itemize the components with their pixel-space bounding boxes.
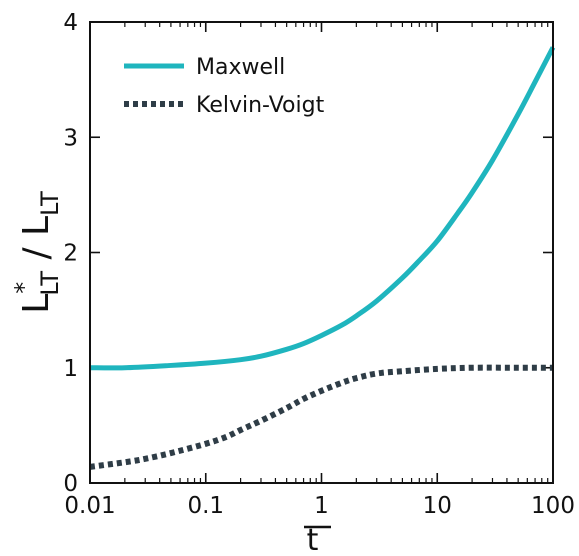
y-axis-label: L*LT / LLT [10,191,64,314]
y-tick-label: 2 [63,241,78,267]
x-axis-label: t [307,523,319,556]
x-tick-label: 0.01 [64,493,115,519]
y-axis-label-part: LT [36,271,64,296]
y-axis-label-text: L*LT / LLT [10,191,64,314]
y-axis-label-part: * [10,282,38,294]
x-tick-label: 100 [531,493,575,519]
y-tick-label: 3 [63,125,78,151]
series-layer [89,46,556,470]
y-tick-label: 1 [63,356,78,382]
plot-frame [89,21,554,484]
legend-label: Kelvin-Voigt [196,93,325,118]
y-axis-label-part: LT [36,191,64,216]
legend: Maxwell Kelvin-Voigt [124,55,325,118]
y-axis-label-part: L [16,294,57,314]
y-axis-label-part: / [16,236,57,271]
y-axis-label-part: L [16,216,57,236]
series-line-kelvin-voigt [89,364,553,470]
x-tick-label: 1 [314,493,329,519]
axis-labels: tL*LT / LLT [10,191,331,556]
axis-ticks: 0.01 0.1 1 10 100 0 1 2 3 4 [63,10,575,519]
x-tick-label: 0.1 [187,493,224,519]
x-tick-label: 10 [423,493,452,519]
series-line-maxwell [89,46,556,371]
legend-label: Maxwell [196,55,285,80]
y-tick-label: 0 [63,471,78,497]
y-tick-label: 4 [63,10,78,36]
